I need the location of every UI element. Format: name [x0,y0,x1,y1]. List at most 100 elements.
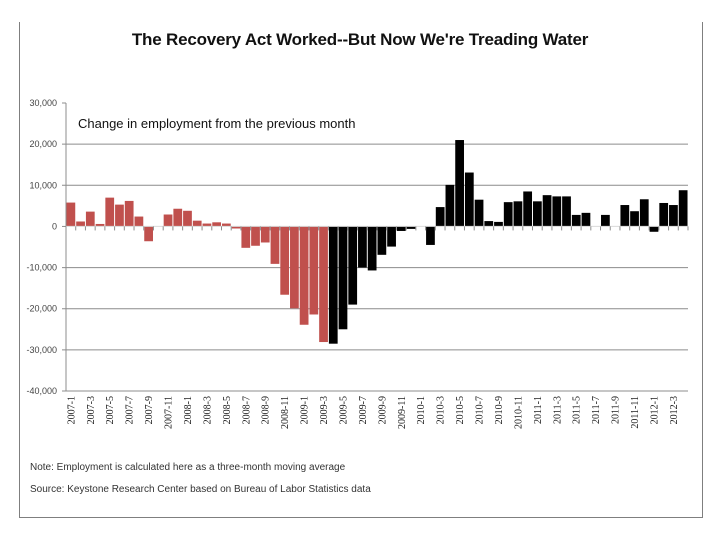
bar-2008-6 [231,226,241,229]
bar-2011-2 [542,195,552,227]
bar-2012-2 [659,202,669,227]
bar-2008-10 [270,226,280,264]
bar-2007-8 [134,216,144,227]
x-tick-label: 2011-9 [611,396,622,424]
y-axis-labels: 30,000 20,000 10,000 0 -10,000 -20,000 -30,000… [26,98,57,396]
bar-2007-12 [173,208,183,227]
bars [66,140,688,344]
x-tick-label: 2007-11 [164,396,175,429]
bar-2011-10 [620,205,630,227]
bar-2010-6 [464,172,474,227]
x-tick-label: 2008-3 [202,396,213,424]
x-tick-label: 2009-3 [319,396,330,424]
y-tick-label: -20,000 [26,304,57,314]
y-tick-label: -30,000 [26,345,57,355]
bar-2007-11 [163,214,173,227]
x-tick-label: 2009-7 [358,396,369,424]
x-tick-label: 2007-3 [86,396,97,424]
x-tick-label: 2008-5 [222,396,233,424]
bar-2007-9 [144,226,153,242]
bar-2008-4 [212,222,222,227]
bar-2010-7 [474,199,484,227]
x-tick-label: 2007-5 [105,396,116,424]
x-tick-label: 2007-1 [66,396,77,424]
x-tick-label: 2010-5 [455,396,466,424]
x-tick-label: 2009-11 [397,396,408,429]
y-tick-label: 10,000 [29,180,57,190]
x-tick-label: 2012-1 [649,396,660,424]
bar-2009-4 [328,226,338,344]
bar-2011-8 [601,214,610,227]
bar-2009-8 [367,226,377,271]
x-tick-label: 2007-9 [144,396,155,424]
x-tick-label: 2008-1 [183,396,194,424]
x-tick-label: 2011-1 [533,396,544,424]
x-tick-label: 2008-7 [241,396,252,424]
bar-2009-9 [377,226,387,255]
bar-2008-5 [221,223,231,227]
bar-2007-2 [76,221,85,227]
bar-2009-12 [406,226,416,229]
bar-2008-3 [202,223,212,227]
x-tick-label: 2009-9 [377,396,388,424]
bar-2008-1 [183,210,192,227]
axes [65,103,689,391]
x-tick-label: 2012-3 [669,396,680,424]
x-tick-label: 2010-11 [513,396,524,429]
chart-frame [19,22,703,518]
bar-2009-1 [299,226,309,325]
bar-2010-5 [455,140,464,227]
x-tick-label: 2010-7 [475,396,486,424]
bar-2009-11 [396,226,406,231]
bar-2010-9 [494,221,503,227]
chart-annotation: Change in employment from the previous m… [78,116,355,131]
bar-2010-2 [426,226,435,245]
y-tick-label: 0 [52,221,57,231]
bar-2009-2 [309,226,319,315]
bar-2012-4 [678,190,688,227]
bar-2012-1 [649,226,659,232]
bar-2009-7 [358,226,367,268]
y-tick-label: 30,000 [29,98,57,108]
y-tick-label: -10,000 [26,263,57,273]
gridlines [62,102,688,392]
bar-2008-2 [192,220,202,227]
bar-2010-3 [435,207,445,227]
x-axis-labels: 2007-1 2007-3 2007-5 2007-7 2007-9 2007-11 200… [66,396,680,429]
x-tick-label: 2009-5 [338,396,349,424]
bar-2009-3 [319,226,328,343]
bar-2007-7 [124,200,134,227]
bar-2008-8 [251,226,260,246]
y-tick-label: 20,000 [29,139,57,149]
x-tick-label: 2010-3 [436,396,447,424]
bar-2010-12 [523,191,533,227]
x-tick-label: 2008-11 [280,396,291,429]
x-tick-label: 2011-5 [572,396,583,424]
bar-2007-6 [115,204,124,227]
footnote-source: Source: Keystone Research Center based o… [30,484,371,495]
bar-2009-6 [348,226,358,305]
bar-2008-11 [280,226,290,295]
bar-2011-5 [571,214,581,227]
bar-2008-7 [241,226,251,248]
bar-2011-3 [552,196,562,227]
x-tick-label: 2010-1 [416,396,427,424]
bar-2007-3 [85,211,95,227]
bar-2007-1 [66,202,76,227]
footnote-note: Note: Employment is calculated here as a… [30,462,346,473]
bar-2012-3 [669,205,678,227]
bar-2009-10 [387,226,396,247]
bar-2011-1 [532,201,542,227]
x-tick-label: 2008-9 [261,396,272,424]
bar-2008-9 [260,226,270,243]
bar-2011-11 [630,211,639,227]
bar-2010-4 [445,184,455,227]
bar-2010-8 [484,221,494,227]
x-tick-label: 2010-9 [494,396,505,424]
bar-2011-6 [581,212,591,227]
x-tick-label: 2011-11 [630,396,641,429]
bar-2007-4 [95,223,105,227]
x-tick-label: 2007-7 [125,396,136,424]
bar-2010-10 [503,202,513,227]
